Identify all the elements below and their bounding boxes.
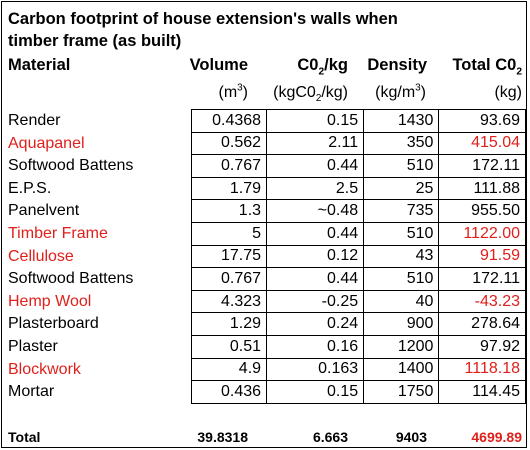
- total-label: Total: [8, 429, 41, 445]
- cell-volume: 0.51: [190, 334, 268, 359]
- material-label: Render: [8, 112, 61, 129]
- material-label: Plaster: [8, 337, 58, 355]
- cell-volume: 0.436: [190, 380, 268, 404]
- cell-volume: 4.323: [190, 289, 268, 314]
- cell-total: 955.50: [438, 199, 526, 223]
- cell-co2kg: 0.16: [266, 334, 365, 359]
- total-volume: 39.8318: [197, 429, 248, 445]
- table-row: 0.4368 0.15 1430 93.69: [190, 109, 526, 133]
- material-label-column: Render Aquapanel Softwood Battens E.P.S. Pan…: [8, 110, 133, 404]
- header-total-co2: Total C02: [452, 56, 522, 78]
- cell-co2kg: 2.5: [266, 176, 365, 201]
- material-label: Softwood Battens: [8, 270, 134, 288]
- total-co2-per-kg: 6.663: [312, 429, 348, 445]
- table-row: 5 0.44 510 1122.00: [190, 221, 526, 246]
- table-row: 0.767 0.44 510 172.11: [190, 154, 526, 178]
- cell-total: 91.59: [438, 244, 526, 269]
- table-title-line-1: Carbon footprint of house extension's wa…: [8, 10, 398, 28]
- cell-total: 111.88: [438, 176, 526, 201]
- cell-co2kg: 2.11: [266, 131, 365, 156]
- cell-total: 1122.00: [438, 221, 526, 246]
- table-row: 0.767 0.44 510 172.11: [190, 267, 526, 291]
- cell-co2kg: 0.44: [266, 154, 365, 178]
- cell-volume: 1.79: [190, 176, 268, 201]
- cell-total: 415.04: [438, 131, 526, 156]
- material-label: Blockwork: [8, 360, 81, 378]
- cell-co2kg: 0.44: [266, 221, 365, 246]
- material-label: Cellulose: [8, 247, 74, 265]
- cell-total: -43.23: [438, 289, 526, 314]
- cell-volume: 1.29: [190, 312, 268, 336]
- cell-co2kg: -0.25: [266, 289, 365, 314]
- cell-co2kg: 0.163: [266, 357, 365, 382]
- table-row: 17.75 0.12 43 91.59: [190, 244, 526, 269]
- table-row: 0.51 0.16 1200 97.92: [190, 334, 526, 359]
- table-row: 4.323 -0.25 40 -43.23: [190, 289, 526, 314]
- table-row: 4.9 0.163 1400 1118.18: [190, 357, 526, 382]
- total-co2: 4699.89: [471, 429, 522, 445]
- unit-co2-per-kg: (kgC02/kg): [273, 84, 348, 105]
- cell-volume: 0.562: [190, 131, 268, 156]
- cell-co2kg: 0.12: [266, 244, 365, 269]
- cell-density: 510: [363, 154, 440, 178]
- unit-density: (kg/m3): [375, 82, 426, 101]
- table-row: 1.29 0.24 900 278.64: [190, 312, 526, 336]
- cell-density: 1200: [363, 334, 440, 359]
- unit-total: (kg): [494, 84, 522, 101]
- cell-density: 510: [363, 221, 440, 246]
- cell-volume: 1.3: [190, 199, 268, 223]
- table-row: 0.562 2.11 350 415.04: [190, 131, 526, 156]
- material-label: Aquapanel: [8, 134, 85, 152]
- cell-density: 1750: [363, 380, 440, 404]
- cell-co2kg: 0.15: [266, 380, 365, 404]
- cell-co2kg: 0.15: [266, 109, 365, 133]
- table-title-line-2: timber frame (as built): [8, 32, 182, 50]
- cell-density: 1430: [363, 109, 440, 133]
- material-label: E.P.S.: [8, 179, 52, 197]
- material-label: Softwood Battens: [8, 157, 134, 175]
- cell-density: 350: [363, 131, 440, 156]
- header-density: Density: [367, 56, 427, 74]
- table-row: 0.436 0.15 1750 114.45: [190, 380, 526, 404]
- cell-density: 25: [363, 176, 440, 201]
- cell-total: 114.45: [438, 380, 526, 404]
- cell-total: 97.92: [438, 334, 526, 359]
- header-co2-per-kg: C02/kg: [297, 56, 348, 78]
- cell-volume: 0.767: [190, 154, 268, 178]
- cell-total: 93.69: [438, 109, 526, 133]
- cell-density: 1400: [363, 357, 440, 382]
- cell-volume: 0.4368: [190, 109, 268, 133]
- cell-density: 510: [363, 267, 440, 291]
- cell-co2kg: ~0.48: [266, 199, 365, 223]
- data-grid: 0.4368 0.15 1430 93.69 0.562 2.11 350 415.04 0.7…: [190, 109, 526, 404]
- cell-volume: 0.767: [190, 267, 268, 291]
- cell-volume: 5: [190, 221, 268, 246]
- cell-density: 40: [363, 289, 440, 314]
- cell-total: 1118.18: [438, 357, 526, 382]
- total-density: 9403: [395, 429, 427, 445]
- cell-density: 900: [363, 312, 440, 336]
- table-row: 1.79 2.5 25 111.88: [190, 176, 526, 201]
- cell-total: 278.64: [438, 312, 526, 336]
- cell-volume: 4.9: [190, 357, 268, 382]
- cell-co2kg: 0.24: [266, 312, 365, 336]
- material-label: Hemp Wool: [8, 292, 92, 310]
- cell-co2kg: 0.44: [266, 267, 365, 291]
- cell-density: 43: [363, 244, 440, 269]
- material-label: Panelvent: [8, 202, 80, 220]
- cell-density: 735: [363, 199, 440, 223]
- cell-total: 172.11: [438, 267, 526, 291]
- material-label: Mortar: [8, 383, 55, 401]
- material-label: Timber Frame: [8, 224, 108, 242]
- header-volume: Volume: [189, 56, 248, 74]
- unit-volume: (m3): [218, 82, 249, 101]
- material-label: Plasterboard: [8, 315, 99, 333]
- table-row: 1.3 ~0.48 735 955.50: [190, 199, 526, 223]
- cell-volume: 17.75: [190, 244, 268, 269]
- cell-total: 172.11: [438, 154, 526, 178]
- header-material: Material: [8, 56, 71, 74]
